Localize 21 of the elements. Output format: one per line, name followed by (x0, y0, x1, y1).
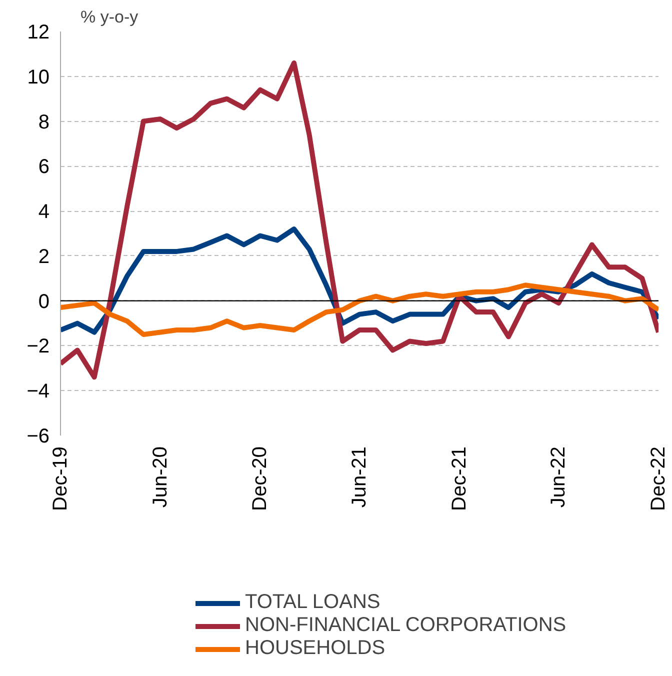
y-tick-label: 10 (27, 66, 50, 88)
x-tick-label: Dec-21 (448, 446, 470, 511)
y-tick-label: 12 (27, 22, 50, 44)
x-tick-label: Dec-22 (648, 446, 670, 511)
x-tick-label: Jun-20 (149, 446, 172, 508)
y-tick-label: 8 (38, 111, 50, 134)
legend-label: NON-FINANCIAL CORPORATIONS (245, 614, 566, 637)
x-tick-label: Jun-21 (348, 446, 370, 508)
legend-label: TOTAL LOANS (245, 591, 380, 614)
y-tick-label: 4 (38, 201, 50, 224)
y-axis-title: % y-o-y (80, 8, 139, 26)
x-tick-label: Dec-20 (249, 446, 272, 511)
legend-label: HOUSEHOLDS (245, 637, 386, 660)
y-tick-label: −6 (26, 426, 50, 448)
y-tick-label: 6 (38, 156, 50, 178)
x-tick-label: Dec-19 (50, 446, 72, 511)
y-tick-label: −4 (26, 380, 50, 403)
y-tick-label: 2 (38, 246, 50, 268)
y-tick-label: 0 (38, 290, 50, 313)
y-tick-label: −2 (26, 336, 50, 358)
x-tick-label: Jun-22 (548, 446, 570, 508)
